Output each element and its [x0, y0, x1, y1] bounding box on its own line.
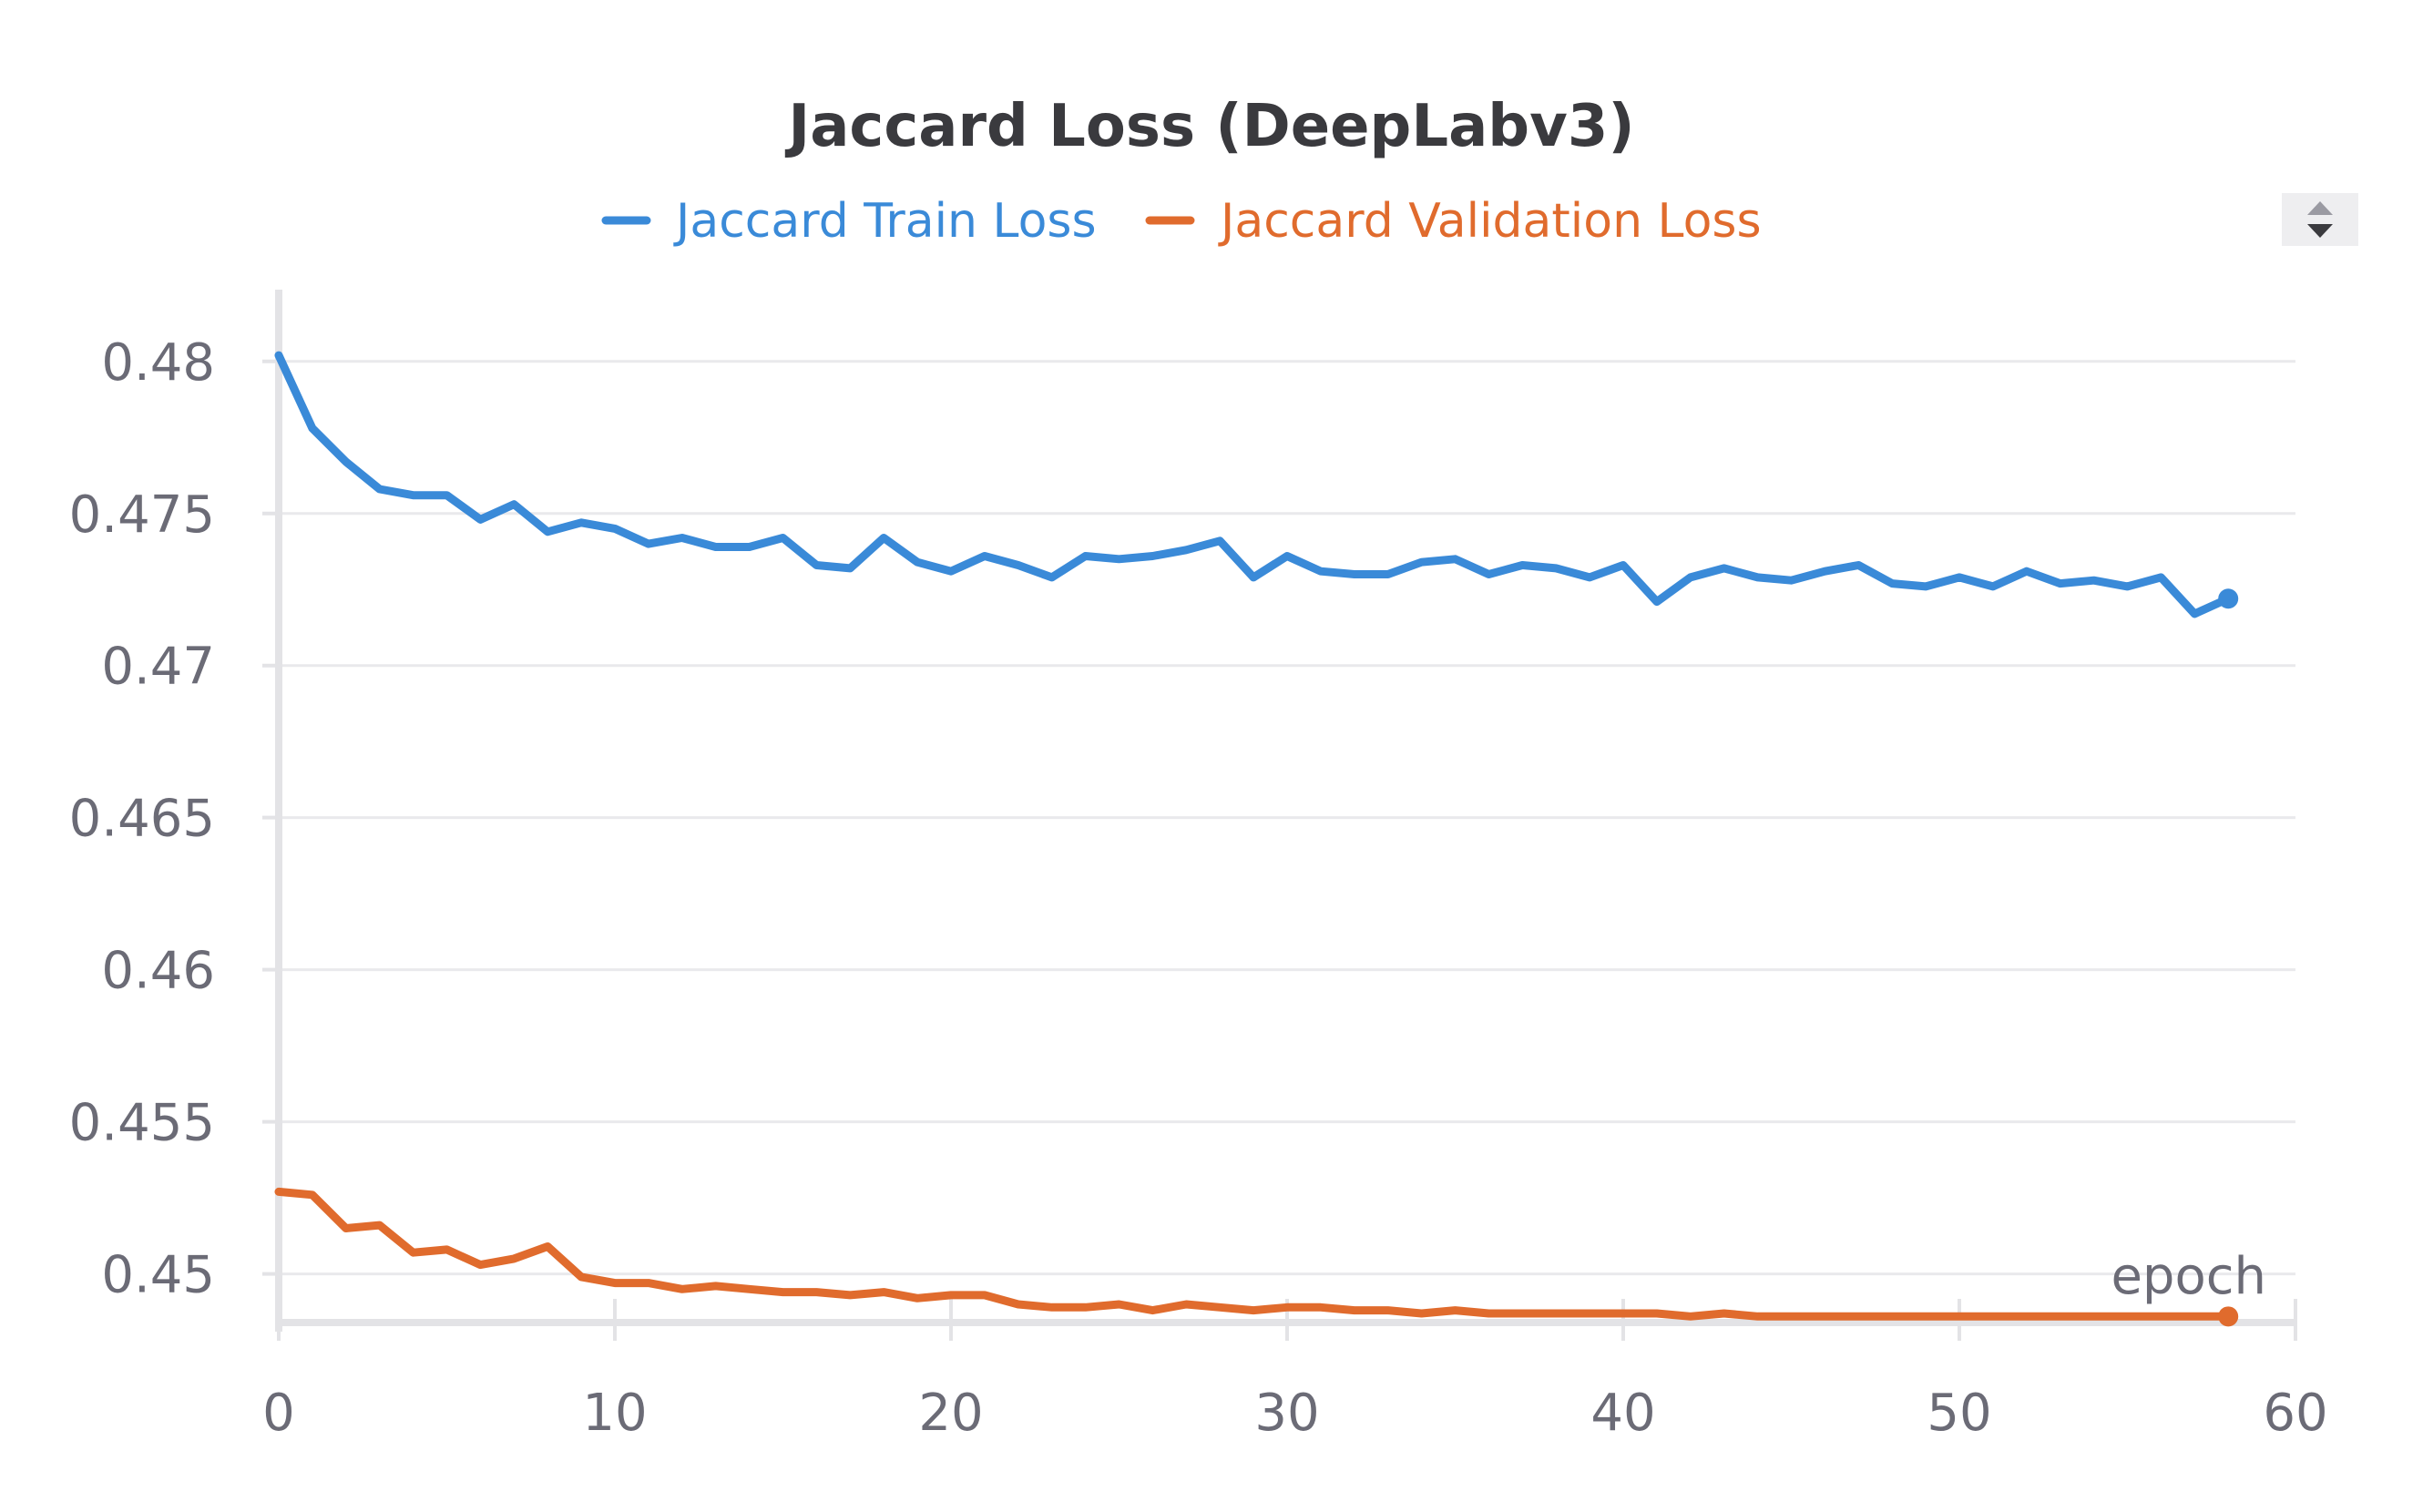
- legend: Jaccard Train Loss Jaccard Validation Lo…: [601, 194, 1762, 249]
- legend-label-validation: Jaccard Validation Loss: [1218, 194, 1762, 249]
- series-end-point-train[interactable]: [2218, 588, 2239, 609]
- y-tick-label: 0.455: [69, 1094, 215, 1153]
- y-tick-label: 0.46: [101, 942, 215, 1001]
- x-tick-label: 40: [1590, 1384, 1655, 1443]
- x-tick-label: 0: [262, 1384, 295, 1443]
- x-axis-title: epoch: [2111, 1247, 2266, 1306]
- series-end-point-validation[interactable]: [2218, 1306, 2239, 1327]
- x-tick-label: 60: [2263, 1384, 2327, 1443]
- series-line-validation[interactable]: [274, 1187, 2233, 1321]
- axes: 0.45 0.455 0.46 0.465 0.47 0.475 0.48 0 10 20 30 40…: [69, 290, 2328, 1443]
- y-tick-label: 0.465: [69, 790, 215, 849]
- legend-item-train[interactable]: Jaccard Train Loss: [601, 194, 1097, 249]
- y-tick-label: 0.48: [101, 333, 215, 393]
- y-tick-label: 0.475: [69, 485, 215, 545]
- legend-label-train: Jaccard Train Loss: [673, 194, 1097, 249]
- x-tick-label: 30: [1254, 1384, 1319, 1443]
- x-tick-label: 50: [1927, 1384, 1991, 1443]
- legend-scroll-button[interactable]: [2282, 193, 2358, 246]
- grid: [279, 360, 2295, 1276]
- chart-title: Jaccard Loss (DeepLabv3): [784, 93, 1634, 160]
- chevron-up-icon: [2307, 201, 2333, 215]
- y-tick-label: 0.45: [101, 1246, 215, 1305]
- x-tick-label: 10: [582, 1384, 647, 1443]
- chevron-down-icon: [2307, 224, 2333, 238]
- series-lines: [274, 351, 2239, 1327]
- y-tick-label: 0.47: [101, 638, 215, 697]
- x-tick-label: 20: [918, 1384, 983, 1443]
- legend-item-validation[interactable]: Jaccard Validation Loss: [1145, 194, 1762, 249]
- series-line-train[interactable]: [274, 351, 2233, 618]
